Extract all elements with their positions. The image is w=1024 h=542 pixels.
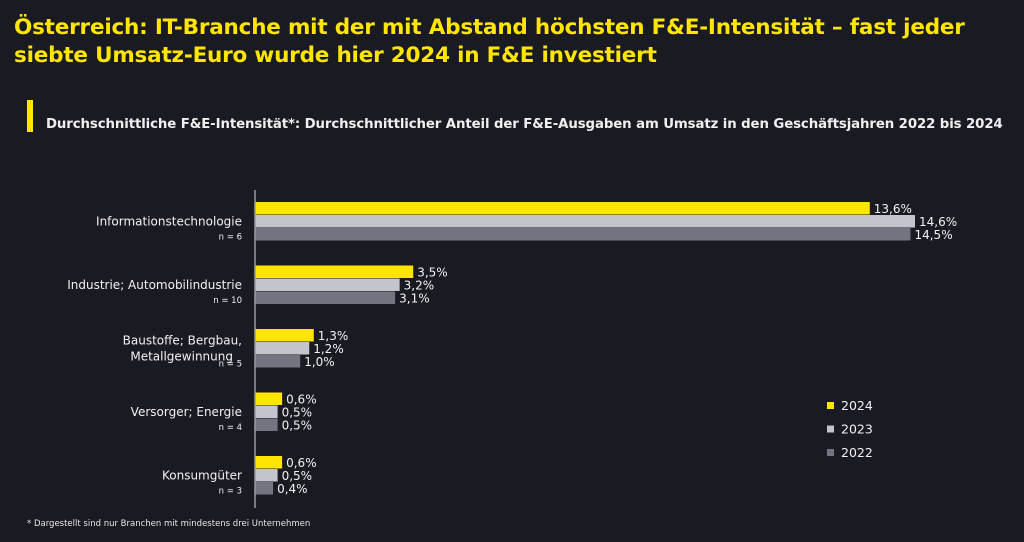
category-n-label: n = 3 bbox=[219, 487, 242, 497]
data-label: 0,5% bbox=[282, 419, 313, 433]
category-n-label: n = 4 bbox=[219, 423, 242, 433]
data-label: 3,5% bbox=[417, 266, 448, 280]
bar-2024 bbox=[255, 202, 870, 215]
data-label: 14,6% bbox=[919, 215, 957, 229]
bar-2024 bbox=[255, 329, 314, 342]
data-label: 0,6% bbox=[286, 393, 317, 407]
bar-2022 bbox=[255, 291, 396, 304]
bar-2024 bbox=[255, 456, 283, 469]
category-label: Konsumgüter bbox=[162, 469, 242, 483]
data-label: 0,5% bbox=[282, 469, 313, 483]
category-label: Metallgewinnung bbox=[130, 350, 233, 364]
data-label: 1,0% bbox=[304, 355, 335, 369]
bar-2023 bbox=[255, 469, 278, 482]
category-label: Industrie; Automobilindustrie bbox=[67, 278, 242, 292]
category-label: Versorger; Energie bbox=[131, 405, 242, 419]
bar-2022 bbox=[255, 228, 911, 241]
legend-label: 2023 bbox=[841, 422, 873, 437]
subtitle-accent-bar bbox=[27, 100, 33, 132]
chart-subtitle: Durchschnittliche F&E-Intensität*: Durch… bbox=[46, 117, 1003, 132]
data-label: 3,1% bbox=[399, 292, 430, 306]
category-n-label: n = 6 bbox=[219, 233, 242, 243]
data-label: 3,2% bbox=[404, 279, 435, 293]
bar-2022 bbox=[255, 418, 278, 431]
bar-2023 bbox=[255, 342, 310, 355]
category-label: Baustoffe; Bergbau, bbox=[123, 334, 242, 348]
legend-label: 2024 bbox=[841, 398, 873, 413]
bar-2024 bbox=[255, 392, 283, 405]
category-n-label: n = 10 bbox=[213, 296, 242, 306]
bar-2023 bbox=[255, 405, 278, 418]
bar-2022 bbox=[255, 355, 301, 368]
legend-label: 2022 bbox=[841, 445, 873, 460]
bar-2024 bbox=[255, 265, 414, 278]
footnote: * Dargestellt sind nur Branchen mit mind… bbox=[27, 519, 311, 529]
legend-swatch-2023 bbox=[827, 425, 834, 433]
category-label: Informationstechnologie bbox=[96, 215, 242, 229]
data-label: 0,5% bbox=[282, 406, 313, 420]
bar-2022 bbox=[255, 482, 274, 495]
data-label: 1,3% bbox=[318, 329, 349, 343]
data-label: 0,4% bbox=[277, 482, 308, 496]
bar-2023 bbox=[255, 278, 400, 291]
data-label: 0,6% bbox=[286, 456, 317, 470]
data-label: 13,6% bbox=[874, 202, 912, 216]
data-label: 14,5% bbox=[914, 228, 952, 242]
page-title: Österreich: IT-Branche mit der mit Absta… bbox=[14, 15, 965, 68]
category-n-label: n = 5 bbox=[219, 360, 242, 370]
bar-2023 bbox=[255, 215, 915, 228]
legend-swatch-2022 bbox=[827, 449, 834, 456]
data-label: 1,2% bbox=[313, 342, 344, 356]
legend-swatch-2024 bbox=[827, 402, 834, 409]
